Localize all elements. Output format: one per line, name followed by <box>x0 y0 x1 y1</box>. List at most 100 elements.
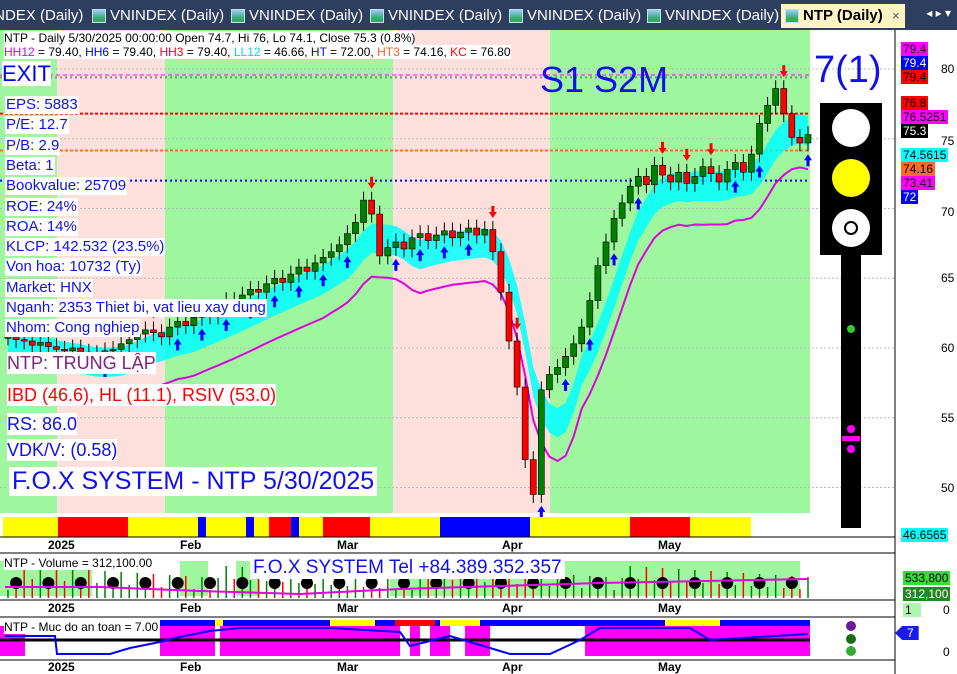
sell-arrow-icon <box>367 176 376 189</box>
legend-dot <box>846 646 856 656</box>
candle-body <box>465 227 472 233</box>
tab-chart-2[interactable]: VNINDEX (Daily) <box>227 4 363 28</box>
candle-body <box>457 231 464 239</box>
x-tick-label: Apr <box>502 660 523 674</box>
signal-strip-segment <box>323 517 370 537</box>
tab-label: INDEX (Daily) <box>0 7 84 24</box>
candle-body <box>327 251 335 258</box>
tab-scroll-arrows[interactable]: ◂ ▸ ▾ <box>926 6 951 20</box>
signal-strip-segment <box>3 517 58 537</box>
y-tick-label: 55 <box>941 410 955 425</box>
tab-chart-3[interactable]: VNINDEX (Daily) <box>366 4 502 28</box>
fundamental-item: ROE: 24% <box>5 197 78 216</box>
x-tick-label: May <box>658 601 682 615</box>
fundamental-item: Nganh: 2353 Thiet bi, vat lieu xay dung <box>5 299 267 317</box>
buy-arrow-icon <box>804 154 812 167</box>
tab-label: VNINDEX (Daily) <box>110 7 225 24</box>
y-tick-label: 65 <box>941 271 955 286</box>
candle-body <box>255 289 262 293</box>
price-label: 74.16 <box>901 162 936 176</box>
candle-body <box>117 343 125 350</box>
buy-arrow-icon <box>610 253 619 266</box>
traffic-light-pole <box>841 255 861 528</box>
fundamental-item: Von hoa: 10732 (Ty) <box>5 258 143 277</box>
fundamental-item: P/B: 2.9 <box>5 136 61 155</box>
candle-body <box>764 104 771 124</box>
sell-arrow-icon <box>513 317 522 330</box>
tab-chart-1[interactable]: VNINDEX (Daily) <box>88 4 224 28</box>
tab-chart-4[interactable]: VNINDEX (Daily) <box>505 4 641 28</box>
level-value: = 79.40, <box>109 45 160 59</box>
chart-icon <box>231 9 245 23</box>
volume-header: NTP - Volume = 312,100.00 <box>4 556 153 570</box>
tab-ntp-active[interactable]: NTP (Daily) × <box>781 4 905 28</box>
candle-body <box>804 134 812 144</box>
candle-body <box>376 213 384 257</box>
price-header: NTP - Daily 5/30/2025 00:00:00 Open 74.7… <box>4 31 416 45</box>
candle-body <box>513 340 521 388</box>
candle-body <box>594 265 602 301</box>
tab-chart-5[interactable]: VNINDEX (Daily) <box>643 4 779 28</box>
candle-body <box>449 230 456 239</box>
candle-body <box>521 386 529 460</box>
x-tick-label: Apr <box>502 601 523 615</box>
candle-body <box>699 166 707 177</box>
close-tab-icon[interactable]: × <box>892 8 900 23</box>
level-label: LL12 <box>233 45 261 59</box>
candle-body <box>562 356 569 368</box>
candle-body <box>174 321 181 328</box>
tab-chart-0[interactable]: INDEX (Daily) <box>0 4 83 28</box>
price-label: 75.3 <box>901 124 929 138</box>
safety-header: NTP - Muc do an toan = 7.00 <box>4 620 159 634</box>
candle-body <box>740 162 747 173</box>
exit-signal: EXIT <box>2 61 51 86</box>
volume-dot <box>107 577 120 589</box>
traffic-light-lamp <box>832 109 870 147</box>
volume-dot <box>268 577 281 589</box>
y-tick-label: 50 <box>941 480 955 495</box>
signal-strip-segment <box>690 517 751 537</box>
candle-body <box>150 329 157 333</box>
signal-strip-segment <box>254 517 269 537</box>
candle-body <box>618 202 626 219</box>
rank-text: 7(1) <box>814 49 882 91</box>
level-label: HH12 <box>4 45 35 59</box>
candle-body <box>53 346 60 350</box>
y-tick-label: 75 <box>941 134 955 148</box>
candle-body <box>675 171 683 183</box>
x-tick-label: 2025 <box>48 538 75 552</box>
level-value: = 79.40, <box>183 45 234 59</box>
candle-body <box>182 321 190 326</box>
pole-marker <box>842 436 860 441</box>
candle-body <box>368 199 375 215</box>
x-tick-label: Mar <box>337 601 359 615</box>
candle-body <box>384 247 392 257</box>
pole-marker <box>847 445 855 453</box>
volume-dot <box>753 577 766 589</box>
traffic-light-ring <box>844 221 858 235</box>
tab-label: NTP (Daily) <box>803 7 883 24</box>
x-tick-label: May <box>658 538 682 552</box>
traffic-light-lamp <box>832 159 870 197</box>
candle-body <box>166 326 173 338</box>
candle-body <box>546 374 553 391</box>
buy-arrow-icon <box>731 180 740 193</box>
price-label: 76.5251 <box>901 110 949 124</box>
candle-body <box>489 229 497 253</box>
volume-dot <box>204 577 217 589</box>
indicators-text: IBD (46.6), HL (11.1), RSIV (53.0) <box>7 384 277 406</box>
sell-arrow-icon <box>707 143 716 156</box>
candle-body <box>303 266 311 272</box>
safety-strip-segment <box>440 620 480 626</box>
candle-body <box>731 162 739 170</box>
fundamental-item: P/E: 12.7 <box>5 116 69 135</box>
tab-label: VNINDEX (Daily) <box>527 7 642 24</box>
candle-body <box>602 241 610 266</box>
candle-body <box>61 349 68 352</box>
buy-arrow-icon <box>319 274 328 287</box>
signal-strip-segment <box>246 517 254 537</box>
level-label: HT3 <box>377 45 400 59</box>
price-label: 79.4 <box>901 70 929 84</box>
candle-body <box>570 343 577 357</box>
chart-icon <box>509 9 523 23</box>
